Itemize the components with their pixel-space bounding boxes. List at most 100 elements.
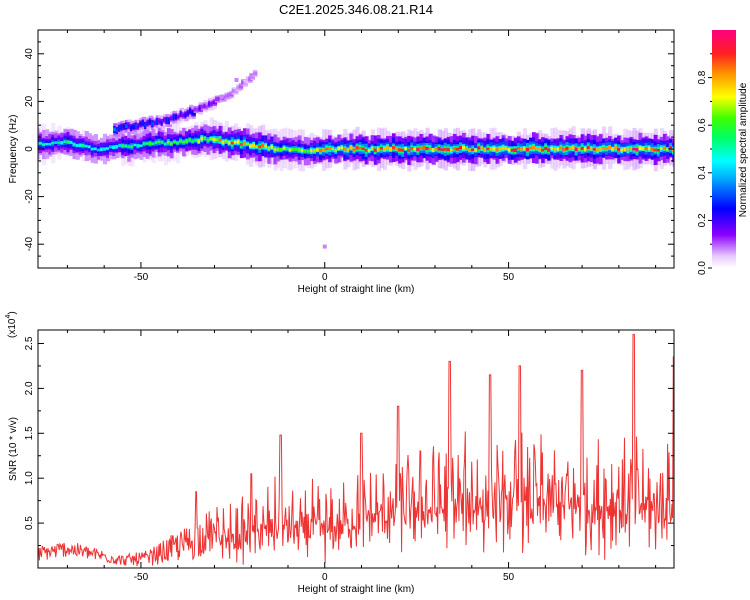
spectrogram-cell [513,148,518,152]
spectrogram-cell [382,147,388,151]
spectrogram-cell [550,146,555,150]
spectrogram-cell [63,140,68,143]
spectrogram-cell [300,149,305,152]
snr-axes: -50 0 50 0.5 1.0 1.5 2.0 2.5 [24,330,674,583]
colorbar-label: Normalized spectral amplitude [738,82,749,217]
spectrogram-cell [145,142,150,145]
spectrogram-cell [96,148,102,152]
spectrogram-cell [57,141,62,144]
spectrogram-cell [653,148,658,152]
spectrogram-branch-cell [241,80,246,85]
spectrogram-cell [541,148,546,152]
spectrogram-cell [154,141,159,145]
spectrogram-ytick-label: 0 [24,146,35,152]
spectrogram-cell [322,148,327,152]
spectrogram-branch-cell [125,124,130,128]
spectrogram-cell [419,146,424,150]
spectrogram-branch-cell [248,77,253,82]
spectrogram-cell [492,146,497,151]
spectrogram-branch-cell [160,120,166,125]
spectrogram-cell [352,148,357,152]
snr-xtick-label: 50 [503,572,515,583]
spectrogram-cell [282,146,287,150]
spectrogram-branch-cell [155,119,161,124]
spectrogram-cell [449,148,455,152]
spectrogram-cell [413,147,418,151]
spectrogram-branch-cell [144,123,149,128]
spectrogram-cell [197,139,202,143]
snr-ytick-label: 1.5 [24,426,35,440]
spectrogram-cell [75,143,80,148]
spectrogram-cell [203,136,208,141]
spectrogram-branch-cell [139,122,144,126]
spectrogram-cell [486,147,491,151]
spectrogram-branch-cell [226,93,232,98]
spectrogram-cell [340,146,345,150]
spectrogram-cell [568,146,573,150]
spectrogram-cell [446,148,451,151]
spectrogram-ylabel: Frequency (Hz) [8,115,19,184]
spectrogram-cell [669,146,674,150]
spectrogram-cell [647,146,652,151]
spectrogram-cell [118,143,123,148]
spectrogram-branch-cell [136,124,142,129]
spectrogram-branch-cell [184,113,189,117]
spectrogram-cell [595,148,601,152]
svg-text:(x104): (x104) [5,311,18,338]
spectrogram-branch-cell [191,111,196,115]
spectrogram-cell [227,141,232,145]
spectrogram-cell [465,147,470,150]
spectrogram-cell [614,146,619,150]
spectrogram-cell [672,148,674,153]
spectrogram-cell [474,148,479,152]
spectrogram-cell [60,141,65,145]
spectrogram-branch-cell [205,104,210,109]
spectrogram-cell [239,143,245,146]
spectrogram-cell [547,148,552,152]
spectrogram-cell [312,149,318,153]
colorbar-gradient [712,30,736,268]
spectrogram-cell [160,140,165,144]
spectrogram-speckle [322,244,327,249]
spectrogram-cell [328,147,333,150]
spectrogram-branch-cell [196,107,201,112]
snr-xtick-label: -50 [134,572,149,583]
spectrogram-cell [416,147,421,151]
spectrogram-cell [69,140,74,144]
spectrogram-branch-cell [113,127,118,132]
spectrogram-xtick-label: 50 [503,272,515,283]
spectrogram-cell [592,148,598,151]
spectrogram-cell [81,143,86,148]
spectrogram-cell [166,141,172,144]
snr-ytick-label: 2.0 [24,381,35,395]
spectrogram-cell [583,147,588,151]
spectrogram-cell [544,147,549,150]
spectrogram-cell [276,148,281,151]
snr-multiplier-close: ) [7,311,18,314]
spectrogram-ytick-label: 20 [24,95,35,107]
spectrogram-cell [343,147,348,151]
spectrogram-cell [142,142,147,146]
spectrogram-cell [626,148,631,151]
spectrogram-cell [498,147,503,151]
spectrogram-cell [638,146,643,150]
spectrogram-branch-cell [200,104,206,109]
snr-multiplier-exp: 4 [5,315,12,319]
spectrogram-cell [599,147,604,151]
spectrogram-cell [507,148,512,152]
spectrogram-cell [48,142,53,146]
spectrogram-cell [608,146,613,150]
spectrogram-branch-cell [146,121,151,125]
spectrogram-cell [358,146,363,150]
spectrogram-cell [157,140,162,144]
spectrogram-cell [571,146,576,150]
spectrogram-cell [459,145,464,150]
snr-frame [37,329,675,569]
spectrogram-speckle [234,77,239,82]
spectrogram-branch-cell [148,119,154,124]
spectrogram-cell [389,147,394,152]
snr-xlabel: Height of straight line (km) [298,584,415,595]
spectrogram-cell [398,148,403,152]
spectrogram-cell [611,147,616,151]
spectrogram-cell [206,138,211,142]
